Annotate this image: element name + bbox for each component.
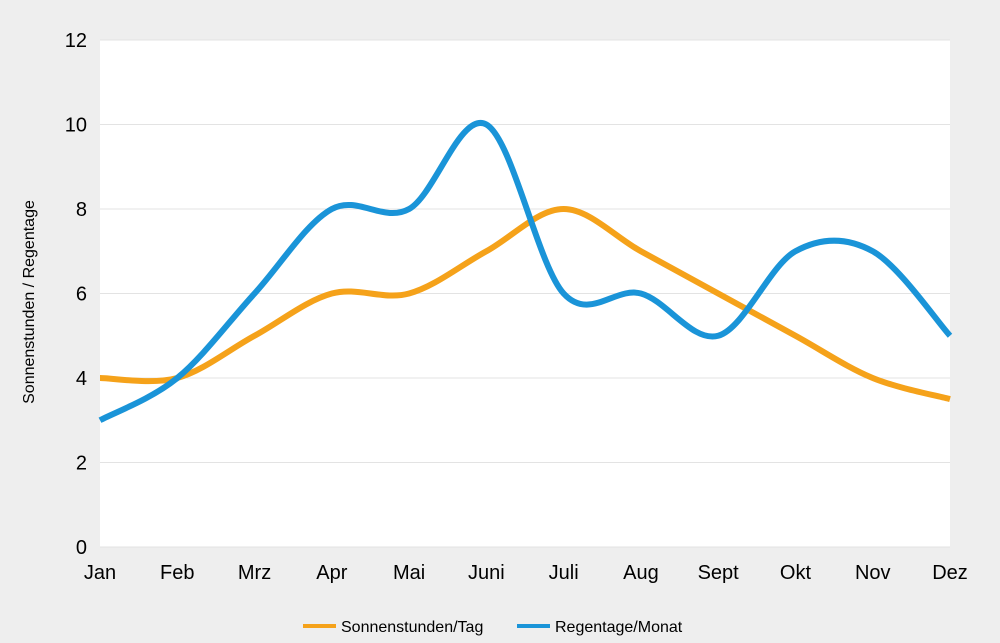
y-tick-label: 8 [76,199,87,221]
x-tick-label: Mrz [238,562,271,584]
y-tick-label: 10 [65,115,87,137]
legend: Sonnenstunden/Tag Regentage/Monat [303,619,683,636]
x-tick-label: Jan [84,562,116,584]
x-tick-label: Juli [549,562,579,584]
x-tick-label: Mai [393,562,425,584]
y-tick-label: 12 [65,30,87,52]
y-tick-label: 6 [76,284,87,306]
y-tick-label: 4 [76,368,87,390]
x-tick-label: Juni [468,562,505,584]
y-axis-label: Sonnenstunden / Regentage [21,200,38,404]
legend-label-0: Sonnenstunden/Tag [341,619,483,636]
x-tick-label: Aug [623,562,659,584]
y-tick-label: 0 [76,537,87,559]
x-tick-label: Feb [160,562,194,584]
x-tick-label: Okt [780,562,812,584]
series-line-1 [98,120,953,423]
y-axis-ticks: 0 2 4 6 8 10 12 [65,30,87,559]
x-tick-label: Nov [855,562,891,584]
y-tick-label: 2 [76,453,87,475]
x-tick-label: Dez [932,562,968,584]
x-tick-label: Sept [698,562,740,584]
series-line-0 [99,206,951,403]
gridlines [100,39,950,548]
x-tick-label: Apr [316,562,347,584]
x-axis-ticks: Jan Feb Mrz Apr Mai Juni Juli Aug Sept Okt Nov Dez [84,562,968,584]
legend-label-1: Regentage/Monat [555,619,683,636]
series-lines [98,120,953,423]
